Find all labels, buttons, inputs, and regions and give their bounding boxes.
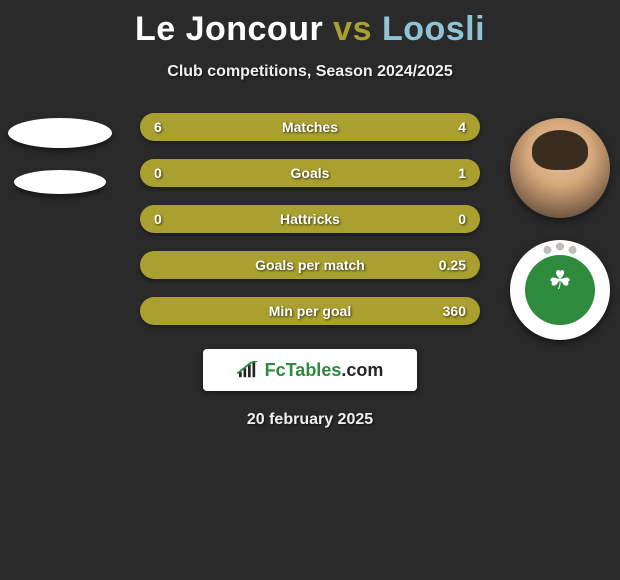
stat-row-goals-per-match: Goals per match 0.25 — [140, 251, 480, 279]
subtitle: Club competitions, Season 2024/2025 — [167, 63, 452, 81]
stat-right-value: 360 — [443, 303, 466, 319]
title-player2: Loosli — [382, 10, 485, 48]
stats-list: 6 Matches 4 0 Goals 1 0 Hattricks 0 Goal… — [140, 113, 480, 325]
stat-left-value: 0 — [154, 165, 162, 181]
brand-text: FcTables.com — [265, 360, 384, 381]
bar-chart-icon — [237, 361, 259, 379]
brand-name: FcTables — [265, 360, 342, 380]
stat-left-value: 6 — [154, 119, 162, 135]
player2-avatar — [510, 118, 610, 218]
club-crest-icon — [525, 255, 595, 325]
stat-row-matches: 6 Matches 4 — [140, 113, 480, 141]
stat-left-value: 0 — [154, 211, 162, 227]
title-player1: Le Joncour — [135, 10, 323, 48]
stat-row-goals: 0 Goals 1 — [140, 159, 480, 187]
right-column — [506, 118, 614, 340]
stat-label: Hattricks — [280, 211, 340, 227]
stat-right-value: 0 — [458, 211, 466, 227]
stat-right-value: 0.25 — [439, 257, 466, 273]
club2-logo — [510, 240, 610, 340]
comparison-card: Le Joncour vs Loosli Club competitions, … — [0, 0, 620, 580]
brand-suffix: .com — [341, 360, 383, 380]
stat-label: Goals — [291, 165, 330, 181]
stat-label: Goals per match — [255, 257, 365, 273]
brand-badge[interactable]: FcTables.com — [203, 349, 417, 391]
club1-placeholder-icon — [14, 170, 106, 194]
stat-right-value: 1 — [458, 165, 466, 181]
title-vs: vs — [333, 10, 372, 48]
player1-placeholder-icon — [8, 118, 112, 148]
left-column — [6, 118, 114, 194]
stat-row-hattricks: 0 Hattricks 0 — [140, 205, 480, 233]
stat-row-min-per-goal: Min per goal 360 — [140, 297, 480, 325]
page-title: Le Joncour vs Loosli — [135, 10, 485, 49]
stat-right-value: 4 — [458, 119, 466, 135]
stat-label: Matches — [282, 119, 338, 135]
comparison-date: 20 february 2025 — [247, 411, 373, 429]
stat-label: Min per goal — [269, 303, 351, 319]
